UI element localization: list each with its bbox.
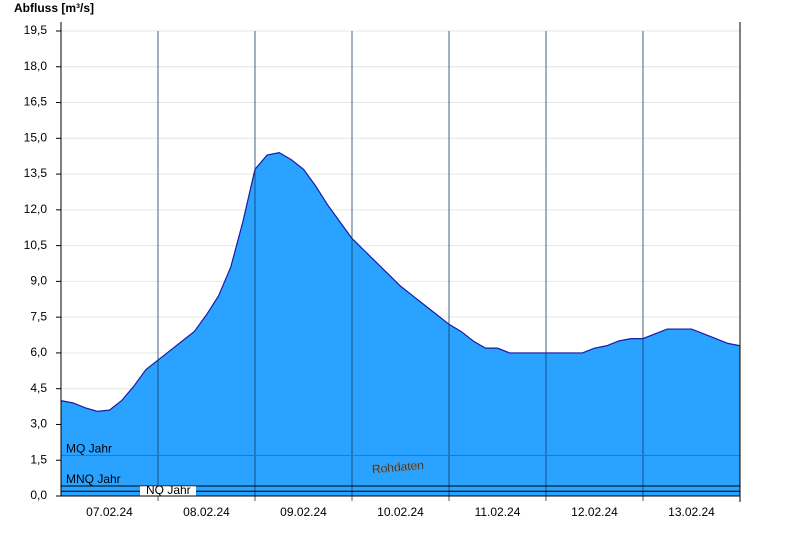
y-tick-label: 19,5 bbox=[24, 23, 48, 37]
area bbox=[61, 152, 740, 496]
y-tick-label: 4,5 bbox=[30, 381, 47, 395]
y-tick-label: 10,5 bbox=[24, 238, 48, 252]
label-bg bbox=[140, 486, 196, 497]
y-axis-label: Abfluss [m³/s] bbox=[14, 1, 94, 15]
line bbox=[60, 151, 741, 412]
y-tick-label: 13,5 bbox=[24, 166, 48, 180]
y-tick-label: 1,5 bbox=[30, 452, 47, 466]
x-tick-label: 12.02.24 bbox=[571, 505, 618, 519]
reference-label: MQ Jahr bbox=[66, 442, 112, 456]
x-tick-label: 13.02.24 bbox=[668, 505, 715, 519]
y-tick-label: 0,0 bbox=[30, 488, 47, 502]
y-tick-label: 16,5 bbox=[24, 95, 48, 109]
y-tick-label: 18,0 bbox=[24, 59, 48, 73]
y-tick-label: 9,0 bbox=[30, 274, 47, 288]
y-tick-label: 15,0 bbox=[24, 130, 48, 144]
x-tick-label: 10.02.24 bbox=[377, 505, 424, 519]
y-tick-label: 12,0 bbox=[24, 202, 48, 216]
reference-label: NQ Jahr bbox=[146, 483, 191, 497]
y-tick-label: 3,0 bbox=[30, 417, 47, 431]
reference-label: MNQ Jahr bbox=[66, 472, 121, 486]
x-tick-label: 11.02.24 bbox=[475, 505, 521, 519]
watermark: Rohdaten bbox=[371, 458, 424, 476]
y-tick-label: 7,5 bbox=[30, 309, 47, 323]
x-tick-label: 08.02.24 bbox=[183, 505, 230, 519]
x-tick-label: 07.02.24 bbox=[86, 505, 133, 519]
x-tick-label: 09.02.24 bbox=[280, 505, 327, 519]
y-tick-label: 6,0 bbox=[30, 345, 47, 359]
